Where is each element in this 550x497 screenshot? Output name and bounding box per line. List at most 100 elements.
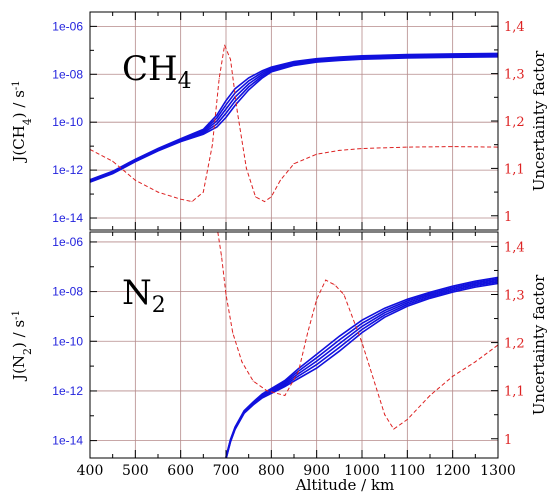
species-label: CH4 — [122, 49, 192, 94]
x-tick-label: 600 — [167, 463, 194, 479]
series-1-point — [452, 375, 454, 377]
series-1-point — [307, 332, 309, 334]
series-0-point — [112, 171, 114, 174]
series-0-point — [261, 395, 263, 397]
y-tick-label: 1e-06 — [52, 19, 83, 33]
series-1-point — [266, 390, 268, 392]
series-1-point — [474, 361, 476, 363]
y-tick-label: 1e-10 — [52, 115, 83, 129]
series-1-point — [180, 198, 182, 200]
series-1-point — [334, 284, 336, 286]
series-1-point — [279, 179, 281, 181]
series-1-point — [384, 414, 386, 416]
series-1-point — [191, 201, 193, 203]
y2-tick-label: 1 — [504, 433, 512, 448]
series-0-point — [225, 108, 227, 110]
series-0-point — [297, 372, 300, 375]
series-1-point — [202, 191, 204, 193]
series-1-point — [245, 167, 247, 169]
series-1-point — [264, 201, 266, 203]
y2-tick-label: 1,1 — [504, 385, 525, 400]
series-1-point — [157, 191, 159, 193]
series-0-point — [474, 283, 476, 285]
x-tick-label: 1100 — [390, 463, 426, 479]
y2-tick-label: 1,2 — [504, 337, 525, 352]
series-1-point — [452, 146, 454, 148]
y2-axis-title: Uncertainty factor — [530, 274, 548, 415]
series-1-point — [241, 361, 243, 363]
series-0-point — [270, 390, 272, 392]
y-axis-title: J(CH4) / s-1 — [10, 80, 34, 163]
series-1-point — [316, 153, 318, 155]
series-0-point — [316, 59, 318, 61]
y-tick-label: 1e-12 — [52, 163, 83, 177]
y-tick-label: 1e-14 — [52, 211, 83, 225]
series-0-point — [252, 402, 254, 404]
series-1-point — [230, 58, 232, 60]
x-tick-label: 1300 — [480, 463, 516, 479]
series-0-point — [316, 360, 318, 362]
y2-tick-label: 1,3 — [504, 68, 525, 83]
series-0-point — [452, 288, 454, 290]
series-0-point — [338, 343, 340, 345]
x-tick-label: 800 — [258, 463, 285, 479]
series-1-point — [236, 111, 238, 113]
y2-tick-label: 1 — [504, 210, 512, 225]
series-0-point — [229, 440, 232, 442]
series-1-point — [361, 147, 363, 149]
series-0-point — [361, 56, 363, 59]
plot-area — [90, 43, 498, 203]
series-0-point — [284, 382, 286, 385]
series-0-point — [261, 73, 263, 75]
series-1-point — [224, 44, 226, 46]
y2-tick-label: 1,1 — [504, 162, 525, 177]
x-tick-label: 1200 — [435, 463, 471, 479]
series-1-point — [406, 146, 408, 148]
series-1-point — [225, 294, 227, 296]
series-1-point — [218, 77, 220, 79]
series-0-point — [406, 55, 408, 57]
y2-tick-label: 1,4 — [504, 240, 525, 255]
series-1-point — [338, 149, 340, 151]
series-1-point — [211, 144, 213, 146]
series-1-point — [429, 394, 431, 396]
y-tick-label: 1e-12 — [52, 384, 83, 398]
series-0-point — [270, 68, 272, 71]
series-1-point — [361, 342, 363, 344]
series-0-point — [157, 149, 159, 151]
series-0-point — [338, 58, 340, 60]
series-0-point — [406, 302, 408, 304]
series-0-point — [134, 159, 136, 162]
series-0-j-line-4 — [225, 276, 498, 458]
series-0-point — [248, 83, 250, 85]
y2-tick-label: 1,2 — [504, 115, 525, 130]
y2-axis-title: Uncertainty factor — [530, 50, 548, 191]
x-tick-label: 900 — [303, 463, 330, 479]
panel-top: 1e-06 1e-08 1e-10 1e-12 1e-14 1,4 1,3 1,2 1,1 1 J(… — [10, 11, 548, 231]
plot-frame — [89, 11, 499, 231]
series-1-point — [325, 279, 327, 281]
series-0-point — [361, 325, 363, 327]
y-tick-label: 1e-14 — [52, 434, 83, 448]
y2-tick-label: 1,4 — [504, 20, 525, 35]
species-label: N2 — [122, 273, 166, 318]
series-1-uncertainty-line — [90, 43, 498, 203]
series-1-point — [220, 255, 222, 257]
series-1-point — [316, 298, 318, 300]
series-1-point — [232, 332, 234, 334]
x-tick-label: 400 — [77, 463, 104, 479]
series-1-point — [293, 163, 295, 165]
series-1-point — [112, 160, 114, 162]
y-axis-title: J(N2) / s-1 — [10, 310, 34, 382]
x-axis-title: Altitude / km — [295, 476, 395, 494]
series-0-point — [202, 131, 204, 133]
series-1-point — [393, 428, 395, 430]
series-1-point — [252, 380, 254, 382]
y-tick-label: 1e-08 — [52, 285, 83, 299]
series-0-point — [243, 411, 245, 413]
series-1-point — [134, 179, 136, 181]
series-0-point — [216, 120, 218, 122]
x-tick-label: 1000 — [344, 463, 380, 479]
series-0-point — [384, 312, 386, 314]
